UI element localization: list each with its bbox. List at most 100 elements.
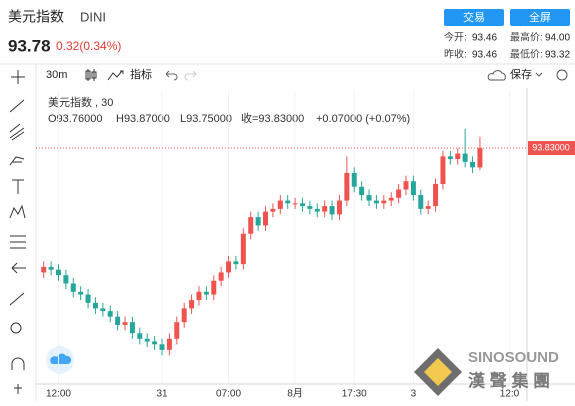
candle-body — [196, 291, 202, 301]
candle-body — [63, 275, 69, 284]
candle-body — [381, 200, 387, 204]
trade-button[interactable] — [444, 9, 504, 26]
undo-icon[interactable] — [165, 70, 178, 81]
candle-body — [263, 211, 269, 226]
candle-body — [85, 294, 91, 303]
candle-body — [166, 338, 172, 350]
cloud-icon[interactable] — [487, 70, 506, 81]
candle-body — [248, 217, 254, 234]
candle-body — [226, 261, 232, 273]
candle-body — [115, 316, 121, 325]
x-tick-label: 17:30 — [342, 389, 367, 400]
legend-close: 收=93.83000 — [241, 111, 304, 125]
candle-body — [314, 208, 320, 212]
last-price-tag — [528, 141, 575, 156]
candle-body — [299, 203, 305, 207]
chart-type-icon[interactable] — [85, 69, 97, 81]
settings-icon[interactable] — [556, 69, 568, 81]
candle-body — [307, 206, 313, 209]
crosshair-tool[interactable] — [11, 70, 25, 84]
last-price-label: 93.83000 — [532, 142, 570, 152]
watermark-logo-inner — [424, 358, 452, 386]
fullscreen-button-label[interactable]: 全屏 — [529, 10, 551, 24]
legend-low: L93.75000 — [180, 113, 232, 125]
cloud-badge-icon[interactable] — [50, 353, 72, 364]
fib-tool[interactable] — [9, 123, 25, 141]
candle-body — [55, 269, 61, 276]
candle-body — [174, 322, 180, 339]
x-tick-label: 31 — [156, 389, 168, 400]
indicators-button[interactable]: 指标 — [130, 67, 152, 81]
candle-body — [447, 156, 453, 160]
text-tool[interactable] — [12, 179, 24, 194]
indicator-icon[interactable] — [107, 70, 124, 81]
measure-group[interactable] — [10, 235, 26, 249]
candle-body — [122, 322, 128, 325]
candle-body — [440, 156, 446, 184]
candle-body — [396, 189, 402, 198]
symbol-name: 美元指数 — [8, 9, 64, 25]
x-tick-label: 3 — [411, 389, 417, 400]
candle-body — [292, 203, 298, 205]
candle-body — [107, 311, 113, 317]
candle-body — [373, 200, 379, 204]
line-tool[interactable] — [9, 99, 25, 113]
candle-body — [48, 266, 54, 270]
watermark-brand: SINOSOUND — [468, 349, 559, 366]
fullscreen-button[interactable] — [510, 9, 570, 26]
trade-button-label[interactable]: 交易 — [463, 10, 485, 24]
x-tick-label: 12:00 — [46, 389, 71, 400]
lock-tool[interactable] — [14, 384, 22, 394]
stat-label: 最高价: — [510, 31, 543, 44]
candle-body — [129, 322, 135, 334]
x-tick-label: 8月 — [287, 388, 303, 400]
price-change: 0.32(0.34%) — [56, 39, 121, 53]
brush-tool[interactable] — [9, 156, 25, 166]
legend-title: 美元指数 , 30 — [48, 95, 113, 109]
candle-body — [477, 148, 483, 168]
candle-body — [189, 300, 195, 309]
redo-icon[interactable] — [184, 70, 197, 81]
candle-body — [455, 153, 461, 160]
candle-body — [344, 172, 350, 201]
candle-body — [100, 308, 106, 312]
candle-body — [336, 200, 342, 215]
candle-body — [211, 280, 217, 295]
candle-body — [322, 206, 328, 212]
magnet-tool[interactable] — [11, 357, 25, 370]
stat-value: 93.46 — [472, 33, 497, 44]
candle-body — [470, 161, 476, 168]
save-menu-icon[interactable] — [535, 72, 543, 77]
candle-body — [255, 217, 261, 226]
legend-high: H93.87000 — [116, 113, 170, 125]
candle-body — [233, 261, 239, 265]
legend-change: +0.07000 (+0.07%) — [316, 113, 410, 125]
pattern-tool[interactable] — [9, 204, 26, 219]
candle-body — [410, 181, 416, 196]
watermark: SINOSOUND 漢 聲 集 團 — [414, 348, 559, 396]
candle-body — [152, 341, 158, 345]
candle-body — [41, 266, 47, 273]
candle-body — [359, 186, 365, 196]
candle-body — [240, 233, 246, 265]
ruler-tool[interactable] — [9, 292, 25, 306]
zoom-tool[interactable] — [10, 322, 22, 334]
candle-body — [425, 206, 431, 209]
candle-body — [78, 291, 84, 295]
back-tool[interactable] — [11, 262, 26, 274]
candle-body — [218, 272, 224, 281]
x-tick-label: 12:0 — [500, 389, 520, 400]
candle-body — [329, 206, 335, 215]
stat-value: 93.46 — [472, 50, 497, 61]
stat-value: 93.32 — [545, 50, 570, 61]
candle-body — [285, 200, 291, 204]
candle-body — [137, 333, 143, 339]
candle-body — [418, 195, 424, 209]
interval-button[interactable]: 30m — [46, 69, 67, 81]
save-button[interactable]: 保存 — [510, 67, 532, 81]
candle-body — [144, 338, 150, 342]
drawing-tools[interactable] — [9, 70, 26, 394]
symbol-code: DINI — [80, 9, 106, 24]
